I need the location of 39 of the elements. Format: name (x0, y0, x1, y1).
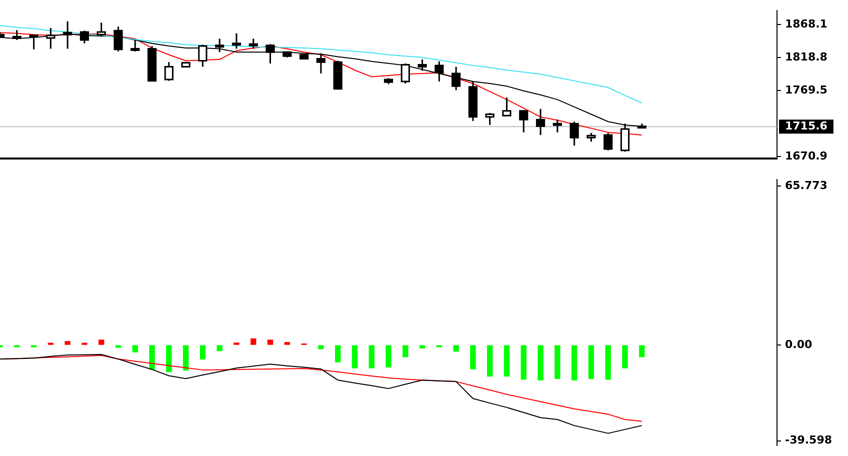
y-tick-label: 0.00 (785, 338, 812, 351)
bar (318, 345, 324, 350)
bar (200, 345, 206, 360)
bar (453, 345, 459, 352)
bar (487, 345, 493, 377)
bar (622, 345, 628, 368)
bar (182, 345, 189, 371)
y-tick-label: 1769.5 (785, 83, 828, 96)
bar (538, 345, 544, 380)
bar (64, 341, 70, 345)
y-tick-label: -39.598 (785, 434, 832, 447)
bar (250, 338, 256, 345)
bar (419, 345, 426, 349)
bar (98, 340, 104, 345)
bar (639, 345, 645, 358)
bar (284, 342, 290, 345)
bar (571, 345, 578, 380)
bar (267, 340, 274, 345)
ref-line-label: 1715.6 (785, 119, 828, 132)
bar (216, 345, 222, 352)
bar (368, 345, 374, 368)
y-tick-label: 65.773 (785, 178, 828, 192)
bar (166, 345, 172, 372)
bar (605, 345, 611, 380)
bar (554, 345, 560, 379)
bar (402, 345, 408, 358)
y-tick-label: 1868.1 (785, 17, 828, 30)
bar (504, 345, 510, 377)
bar (470, 345, 476, 370)
bar (149, 345, 155, 370)
bar (334, 345, 341, 362)
bar (386, 345, 392, 368)
bar (352, 345, 358, 368)
bar (588, 345, 594, 379)
bar (132, 345, 138, 352)
bar (520, 345, 526, 380)
y-tick-label: 1818.8 (785, 50, 828, 64)
bar (115, 345, 122, 348)
y-tick-label: 1670.9 (785, 149, 828, 162)
